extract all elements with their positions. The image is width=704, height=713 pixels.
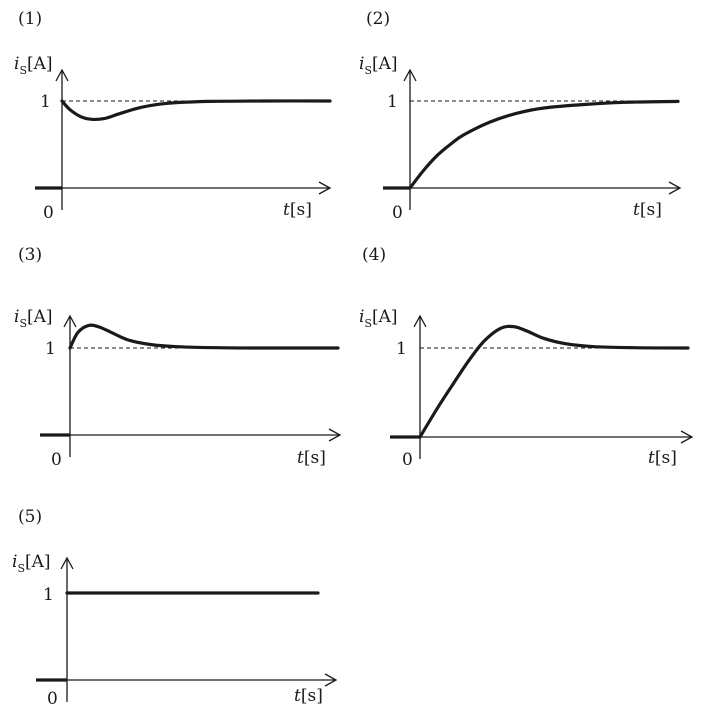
current-response-curve xyxy=(418,324,690,439)
x-axis-variable: t xyxy=(633,200,640,220)
graph-panel: (3) iS[A] t[s] 0 1 xyxy=(14,245,342,470)
x-axis-label: t[s] xyxy=(633,200,662,220)
y-axis-variable: i xyxy=(14,307,19,327)
panel-label: (4) xyxy=(362,245,386,265)
y-axis-variable: i xyxy=(14,54,19,74)
y-axis-label: iS[A] xyxy=(359,54,398,77)
panel-label: (3) xyxy=(18,245,42,265)
graph-panel: (5) iS[A] t[s] 0 1 xyxy=(12,507,338,709)
panel-label: (1) xyxy=(18,9,42,29)
origin-label: 0 xyxy=(47,689,58,709)
reference-label: 1 xyxy=(40,92,51,112)
x-axis-variable: t xyxy=(648,448,655,468)
x-axis-unit: [s] xyxy=(655,448,677,468)
y-axis-subscript: S xyxy=(364,64,372,77)
reference-label: 1 xyxy=(387,92,398,112)
y-axis-arrow xyxy=(60,556,74,570)
current-response-curve xyxy=(60,99,332,122)
y-axis-label: iS[A] xyxy=(359,307,398,330)
origin-label: 0 xyxy=(51,450,62,470)
y-axis-label: iS[A] xyxy=(14,54,53,77)
y-axis-label: iS[A] xyxy=(12,552,51,575)
x-axis-unit: [s] xyxy=(301,686,323,706)
y-axis-unit: [A] xyxy=(25,552,51,572)
reference-label: 1 xyxy=(43,585,54,605)
current-response-curve xyxy=(408,99,680,190)
y-axis-subscript: S xyxy=(17,562,25,575)
y-axis-label: iS[A] xyxy=(14,307,53,330)
y-axis-subscript: S xyxy=(19,317,27,330)
y-axis-variable: i xyxy=(12,552,17,572)
graph-panel: (4) iS[A] t[s] 0 1 xyxy=(359,245,694,470)
reference-label: 1 xyxy=(396,339,407,359)
x-axis-arrow xyxy=(668,181,682,195)
x-axis-label: t[s] xyxy=(648,448,677,468)
x-axis-label: t[s] xyxy=(283,200,312,220)
graph-panel: (2) iS[A] t[s] 0 1 xyxy=(359,9,682,223)
x-axis-unit: [s] xyxy=(640,200,662,220)
origin-label: 0 xyxy=(392,203,403,223)
graph-panel: (1) iS[A] t[s] 0 1 xyxy=(14,9,332,223)
y-axis-subscript: S xyxy=(364,317,372,330)
y-axis-unit: [A] xyxy=(27,54,53,74)
x-axis-arrow xyxy=(324,673,338,687)
y-axis-variable: i xyxy=(359,54,364,74)
y-axis-variable: i xyxy=(359,307,364,327)
current-response-curve xyxy=(68,323,340,350)
reference-label: 1 xyxy=(45,339,56,359)
y-axis-unit: [A] xyxy=(27,307,53,327)
x-axis-unit: [s] xyxy=(304,448,326,468)
x-axis-arrow xyxy=(318,181,332,195)
y-axis-unit: [A] xyxy=(372,307,398,327)
x-axis-arrow xyxy=(328,428,342,442)
x-axis-variable: t xyxy=(294,686,301,706)
origin-label: 0 xyxy=(402,450,413,470)
y-axis-arrow xyxy=(55,68,69,82)
y-axis-arrow xyxy=(63,314,77,328)
x-axis-variable: t xyxy=(283,200,290,220)
x-axis-label: t[s] xyxy=(297,448,326,468)
panel-label: (5) xyxy=(18,507,42,527)
y-axis-arrow xyxy=(403,68,417,82)
x-axis-variable: t xyxy=(297,448,304,468)
y-axis-subscript: S xyxy=(19,64,27,77)
panel-label: (2) xyxy=(366,9,390,29)
x-axis-arrow xyxy=(680,430,694,444)
origin-label: 0 xyxy=(43,203,54,223)
x-axis-label: t[s] xyxy=(294,686,323,706)
x-axis-unit: [s] xyxy=(290,200,312,220)
y-axis-unit: [A] xyxy=(372,54,398,74)
y-axis-arrow xyxy=(413,314,427,328)
